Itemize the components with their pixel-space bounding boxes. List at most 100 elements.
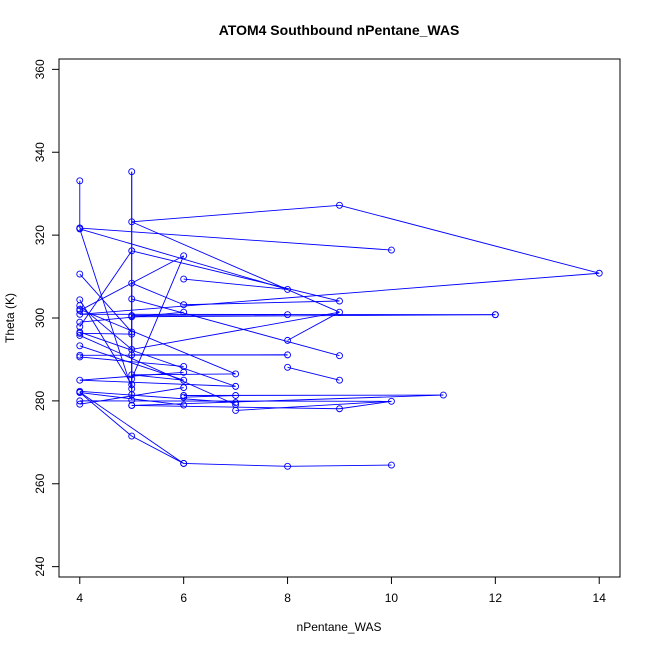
x-tick-label: 6 — [180, 591, 187, 605]
series-segment — [131, 311, 340, 350]
y-axis: 240 260 280 300 320 340 360 — [33, 59, 60, 577]
data-point — [76, 270, 84, 278]
data-point — [128, 346, 136, 353]
series-segment — [131, 394, 444, 406]
x-tick-label: 12 — [489, 591, 503, 605]
series-segment — [79, 331, 236, 387]
series-segment — [79, 272, 600, 315]
series-segment — [79, 379, 236, 387]
series-segment — [79, 334, 236, 406]
y-tick-label: 320 — [33, 225, 47, 245]
x-tick-label: 14 — [593, 591, 607, 605]
series-segment — [183, 300, 340, 306]
data-point — [128, 396, 136, 404]
chart-title: ATOM4 Southbound nPentane_WAS — [219, 22, 460, 38]
data-point — [128, 371, 136, 379]
data-point — [336, 376, 343, 384]
series-segment — [131, 374, 184, 381]
series-segment — [131, 373, 236, 376]
data-point — [180, 308, 188, 316]
series-segment — [79, 390, 236, 403]
series-segment — [131, 204, 340, 223]
data-point — [128, 330, 136, 338]
data-point — [336, 297, 343, 305]
y-tick-label: 300 — [33, 308, 47, 328]
data-point — [180, 401, 188, 409]
series-segment — [183, 278, 288, 290]
data-point — [180, 384, 188, 392]
data-point — [284, 311, 292, 319]
series-segment — [131, 250, 340, 302]
series-segment — [79, 228, 133, 390]
data-point — [76, 328, 84, 336]
data-point — [284, 462, 292, 470]
series-segment — [287, 366, 340, 381]
y-tick-label: 360 — [33, 59, 47, 79]
data-point — [387, 397, 395, 405]
data-point — [284, 285, 292, 293]
data-point — [180, 275, 188, 283]
series-segment — [131, 298, 340, 357]
series-segment — [79, 273, 133, 333]
data-point — [491, 311, 499, 319]
data-point — [76, 224, 84, 232]
data-point — [284, 336, 292, 344]
data-point — [180, 252, 188, 260]
data-point — [76, 177, 84, 185]
data-point — [76, 342, 84, 350]
series-segment — [79, 392, 184, 406]
x-tick-label: 4 — [76, 591, 83, 605]
series-segment — [235, 400, 392, 411]
data-point — [180, 301, 188, 309]
series-segment — [79, 392, 133, 437]
data-point — [128, 279, 136, 287]
data-point — [76, 376, 84, 384]
data-point — [284, 351, 292, 359]
data-point — [76, 310, 84, 318]
series-lines — [79, 171, 600, 467]
data-point — [284, 363, 292, 371]
data-point — [128, 401, 136, 409]
series-segment — [131, 314, 288, 316]
series-segment — [79, 250, 133, 327]
series-segment — [79, 311, 184, 323]
series-segment — [79, 332, 132, 335]
x-axis-label: nPentane_WAS — [297, 620, 382, 634]
series-segment — [79, 305, 133, 350]
data-point — [76, 400, 84, 408]
data-point — [128, 313, 136, 321]
series-points — [76, 168, 603, 470]
series-segment — [131, 314, 496, 318]
series-segment — [131, 221, 340, 313]
data-point — [76, 318, 84, 326]
y-tick-label: 280 — [33, 391, 47, 411]
series-segment — [339, 400, 392, 410]
y-tick-label: 240 — [33, 556, 47, 576]
series-segment — [287, 311, 340, 341]
data-point — [128, 218, 136, 226]
data-point — [232, 399, 240, 406]
data-point — [595, 269, 603, 277]
data-point — [232, 382, 240, 390]
y-tick-label: 260 — [33, 473, 47, 493]
data-point — [128, 381, 136, 389]
data-point — [439, 391, 447, 399]
data-point — [387, 246, 395, 254]
data-point — [180, 460, 188, 467]
data-point — [76, 387, 84, 395]
data-point — [336, 405, 343, 413]
data-point — [128, 295, 136, 303]
data-point — [180, 376, 188, 384]
data-point — [76, 296, 84, 304]
x-tick-label: 10 — [385, 591, 399, 605]
series-segment — [183, 463, 288, 467]
x-tick-label: 8 — [284, 591, 291, 605]
series-segment — [79, 391, 184, 464]
series-segment — [287, 464, 392, 467]
data-point — [76, 323, 84, 331]
data-point — [180, 392, 188, 399]
data-point — [232, 370, 240, 378]
data-point — [336, 308, 343, 316]
series-segment — [131, 435, 184, 464]
